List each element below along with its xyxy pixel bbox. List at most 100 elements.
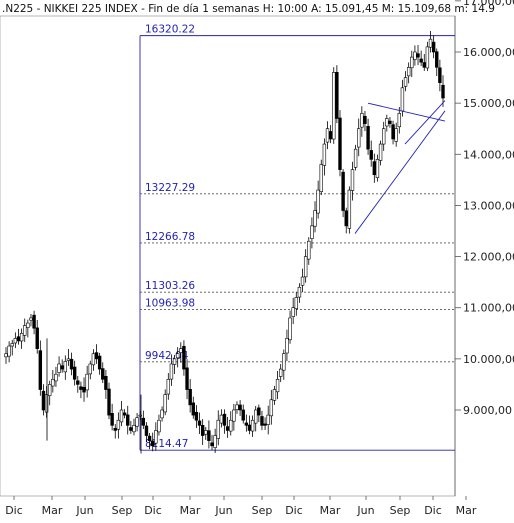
candle-body xyxy=(110,413,114,426)
candle-body xyxy=(132,425,136,433)
candle-body xyxy=(144,425,149,436)
candle-body xyxy=(88,363,92,375)
x-tick-label: Mar xyxy=(42,504,63,517)
candle-body xyxy=(160,409,164,419)
candle-body xyxy=(104,376,108,390)
candle-body xyxy=(10,343,14,347)
candle-body xyxy=(319,164,323,192)
candle-body xyxy=(263,423,267,426)
candle-body xyxy=(79,386,83,390)
candle-body xyxy=(97,355,102,370)
candle-body xyxy=(238,404,242,411)
candle-body xyxy=(38,350,43,390)
candle-body xyxy=(60,365,64,370)
y-tick-label: 11.000,00 xyxy=(463,302,514,315)
candle-body xyxy=(247,424,252,431)
candle-body xyxy=(219,414,224,424)
candle-body xyxy=(416,53,420,58)
x-tick-label: Sep xyxy=(252,504,273,517)
candle-body xyxy=(288,317,292,341)
x-axis-ticks: Dic Mar Jun Sep Dic Mar Jun Sep Dic Mar Jun Sep Dic M… xyxy=(5,496,477,517)
candle-body xyxy=(441,84,445,99)
candle-body xyxy=(35,327,39,349)
candle-body xyxy=(357,128,361,148)
candle-body xyxy=(210,442,214,447)
candle-body xyxy=(229,419,233,432)
candle-body xyxy=(269,399,274,417)
candle-body xyxy=(213,435,217,448)
candle-body xyxy=(72,366,77,380)
candle-body xyxy=(266,414,270,425)
y-tick-label: 13.000,00 xyxy=(463,199,514,212)
candle-body xyxy=(116,419,121,430)
candle-body xyxy=(294,297,298,310)
candle-body xyxy=(222,413,227,426)
candle-body xyxy=(250,419,255,432)
candle-body xyxy=(278,368,283,377)
trendline-upper xyxy=(367,102,446,122)
candle-body xyxy=(303,256,308,278)
candles xyxy=(4,30,445,454)
chart-title: .N225 - NIKKEI 225 INDEX - Fin de día 1 … xyxy=(2,3,495,15)
candle-body xyxy=(328,131,333,140)
x-tick-label: Mar xyxy=(320,504,341,517)
x-tick-label: Sep xyxy=(390,504,411,517)
candle-body xyxy=(307,240,311,260)
candle-body xyxy=(41,390,46,411)
candle-body xyxy=(107,388,111,416)
candle-body xyxy=(94,352,99,360)
fib-level-label: 10963.98 xyxy=(145,298,195,310)
candle-body xyxy=(19,332,24,342)
candle-body xyxy=(163,394,167,413)
candle-body xyxy=(369,150,373,160)
candle-body xyxy=(391,124,395,140)
fibonacci-retracement: 16320.22 13227.29 12266.78 11303.26 10963.98… xyxy=(139,24,455,451)
candle-body xyxy=(372,161,377,176)
candle-body xyxy=(4,353,8,358)
x-tick-label: Jun xyxy=(75,504,93,517)
candle-body xyxy=(32,314,36,329)
y-tick-label: 9.000,00 xyxy=(463,404,512,417)
candle-body xyxy=(66,358,71,361)
candle-body xyxy=(200,425,205,436)
candle-body xyxy=(344,210,348,227)
candle-body xyxy=(204,430,208,435)
candle-body xyxy=(353,148,358,168)
y-axis-ticks: 17.000,00 16.000,00 15.000,00 14.000,00 13.0… xyxy=(455,0,514,417)
candle-body xyxy=(69,358,74,370)
candle-body xyxy=(397,113,401,128)
candle-body xyxy=(175,353,180,359)
candle-body xyxy=(400,87,405,112)
candle-body xyxy=(425,46,430,69)
candle-body xyxy=(381,128,386,145)
candle-body xyxy=(169,363,174,380)
x-tick-label: Sep xyxy=(112,504,133,517)
candle-body xyxy=(316,189,320,214)
candle-body xyxy=(51,379,55,387)
candle-body xyxy=(235,404,239,410)
candle-body xyxy=(403,77,408,87)
candle-body xyxy=(16,336,21,342)
candle-body xyxy=(431,41,436,53)
candle-body xyxy=(47,384,52,396)
candle-body xyxy=(166,379,171,395)
y-tick-label: 12.000,00 xyxy=(463,251,514,264)
candle-body xyxy=(257,407,261,416)
candle-body xyxy=(119,409,124,423)
x-tick-label: Jun xyxy=(356,504,374,517)
candle-body xyxy=(157,419,161,433)
candle-body xyxy=(44,394,49,413)
candle-body xyxy=(138,414,142,417)
candle-body xyxy=(335,72,339,119)
candle-body xyxy=(141,417,146,426)
fib-level-label: 12266.78 xyxy=(145,231,195,243)
candle-body xyxy=(129,427,133,431)
candle-body xyxy=(325,128,330,143)
candle-body xyxy=(300,276,305,286)
candle-body xyxy=(313,210,317,227)
candle-body xyxy=(322,143,327,166)
candle-body xyxy=(438,67,442,83)
candle-body xyxy=(338,117,342,170)
candle-body xyxy=(394,128,398,142)
